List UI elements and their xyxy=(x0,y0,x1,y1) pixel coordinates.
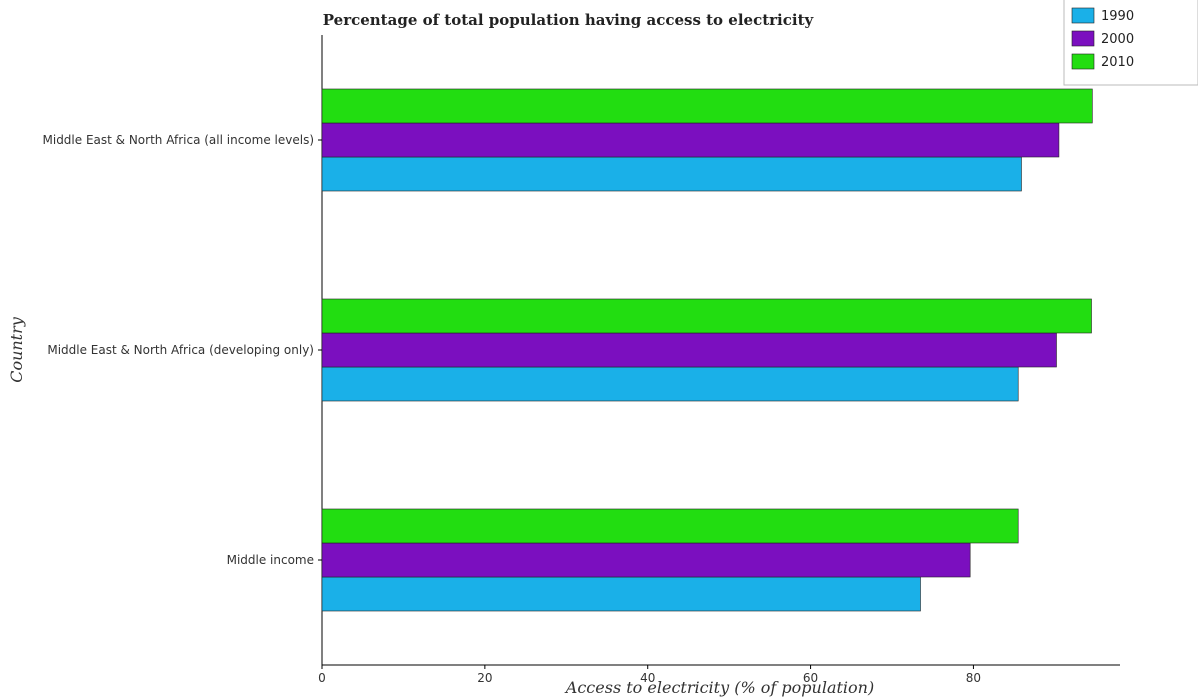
x-tick-label: 20 xyxy=(477,671,492,685)
legend-label-2010: 2010 xyxy=(1101,55,1134,70)
y-tick-label: Middle East & North Africa (developing o… xyxy=(47,343,314,357)
bar-2010-0 xyxy=(321,88,1093,124)
bar-2000-2 xyxy=(321,542,971,578)
legend: 1990 2000 2010 xyxy=(1063,0,1198,86)
x-tick-label: 40 xyxy=(640,671,655,685)
chart-title: Percentage of total population having ac… xyxy=(323,11,815,29)
bars-group xyxy=(321,88,1093,612)
y-axis-label: Country xyxy=(7,316,26,383)
bar-2010-1 xyxy=(321,298,1092,334)
x-tick-label: 0 xyxy=(318,671,326,685)
legend-label-2000: 2000 xyxy=(1101,32,1134,47)
legend-label-1990: 1990 xyxy=(1101,9,1134,24)
bar-2010-2 xyxy=(321,508,1019,544)
x-ticks-group: 0 20 40 60 80 xyxy=(318,665,981,685)
bar-2000-0 xyxy=(321,122,1060,158)
x-tick-label: 60 xyxy=(803,671,818,685)
x-tick-label: 80 xyxy=(966,671,981,685)
y-tick-label: Middle income xyxy=(227,553,314,567)
bar-1990-0 xyxy=(321,156,1022,192)
bar-1990-2 xyxy=(321,576,921,612)
legend-swatch-1990 xyxy=(1071,7,1095,24)
y-tick-label: Middle East & North Africa (all income l… xyxy=(43,133,315,147)
bar-2000-1 xyxy=(321,332,1057,368)
bar-1990-1 xyxy=(321,366,1019,402)
legend-swatch-2010 xyxy=(1071,53,1095,70)
x-axis-label: Access to electricity (% of population) xyxy=(564,678,874,697)
legend-swatch-2000 xyxy=(1071,30,1095,47)
y-ticks-group: Middle East & North Africa (all income l… xyxy=(43,133,322,567)
